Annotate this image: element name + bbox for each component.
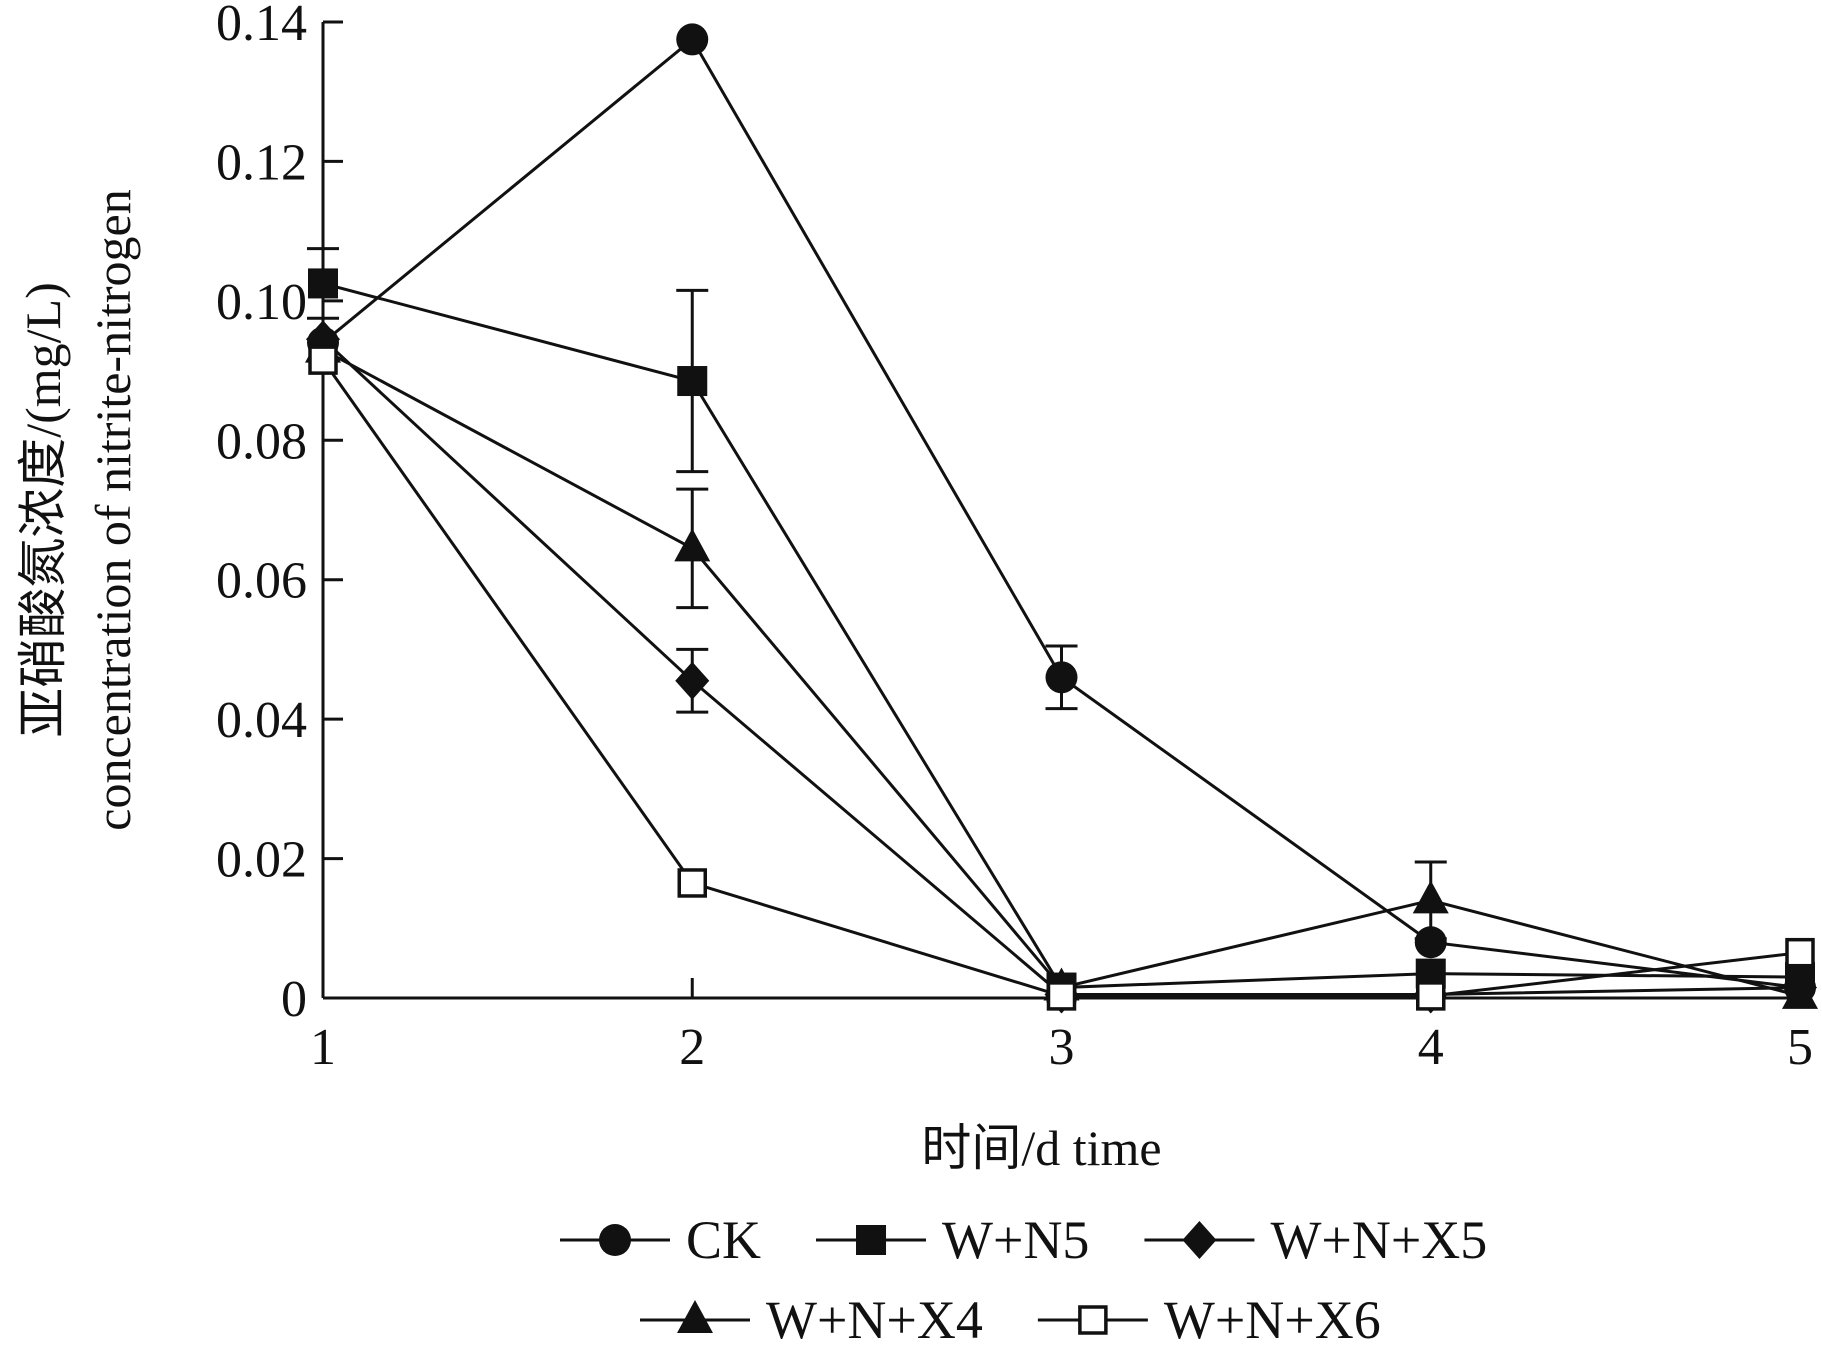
data-point xyxy=(308,345,338,375)
axes: 0 0.02 0.04 0.06 0.08 0.10 0.12 0.14 1 2 3 4 5 xyxy=(216,0,1813,1076)
series-CK xyxy=(307,23,1816,1004)
x-tick-label: 3 xyxy=(1049,1019,1075,1076)
y-axis-label-cn: 亚硝酸氮浓度/(mg/L) xyxy=(15,282,71,738)
legend-label: W+N+X4 xyxy=(766,1290,983,1347)
data-point xyxy=(676,23,709,56)
x-tick-label: 5 xyxy=(1787,1019,1813,1076)
data-point xyxy=(1785,937,1815,968)
data-point xyxy=(1046,981,1077,1011)
data-point xyxy=(1782,975,1818,1009)
legend-item-W+N+X6: W+N+X6 xyxy=(1037,1290,1381,1347)
data-point xyxy=(674,528,711,562)
y-tick-label: 0.14 xyxy=(216,0,307,52)
series-line xyxy=(322,281,1801,990)
legend-label: CK xyxy=(686,1210,761,1270)
x-axis-label: 时间/d time xyxy=(921,1120,1161,1176)
y-tick-label: 0.04 xyxy=(216,692,307,749)
data-point xyxy=(1412,880,1449,914)
y-tick-label: 0.12 xyxy=(216,134,307,191)
data-point xyxy=(675,661,710,700)
series-W+N+X6 xyxy=(308,345,1815,1011)
y-tick-label: 0 xyxy=(281,971,307,1028)
series-layer xyxy=(305,23,1818,1014)
legend-label: W+N+X6 xyxy=(1164,1290,1381,1347)
data-point xyxy=(308,268,338,299)
y-tick-label: 0.06 xyxy=(216,553,307,610)
legend-item-W+N5: W+N5 xyxy=(816,1210,1089,1270)
x-tick-label: 4 xyxy=(1418,1019,1444,1076)
legend-marker xyxy=(599,1224,631,1256)
series-line xyxy=(322,37,1801,990)
legend-marker xyxy=(856,1225,887,1255)
data-point xyxy=(1045,661,1078,694)
legend-item-CK: CK xyxy=(560,1210,761,1270)
data-point xyxy=(1414,926,1447,959)
legend-item-W+N+X4: W+N+X4 xyxy=(640,1290,983,1347)
x-tick-label: 1 xyxy=(310,1019,336,1076)
legend-label: W+N5 xyxy=(942,1210,1089,1270)
y-axis-label-en: concentration of nitrite-nitrogen xyxy=(85,189,141,830)
data-point xyxy=(677,868,707,898)
y-tick-label: 0.02 xyxy=(216,832,307,889)
legend-label: W+N+X5 xyxy=(1270,1210,1487,1270)
data-point xyxy=(677,366,708,397)
y-tick-label: 0.08 xyxy=(216,413,307,470)
series-W+N5 xyxy=(307,247,1815,1003)
legend-marker xyxy=(677,1300,713,1333)
legend: CK W+N5 W+N+X5 W+N+X4 W+N+X6 xyxy=(560,1210,1487,1347)
data-point xyxy=(1416,981,1446,1011)
legend-marker xyxy=(1182,1221,1217,1259)
y-tick-label: 0.10 xyxy=(216,274,307,331)
legend-item-W+N+X5: W+N+X5 xyxy=(1144,1210,1487,1270)
legend-marker xyxy=(1078,1305,1108,1335)
x-tick-label: 2 xyxy=(679,1019,705,1076)
